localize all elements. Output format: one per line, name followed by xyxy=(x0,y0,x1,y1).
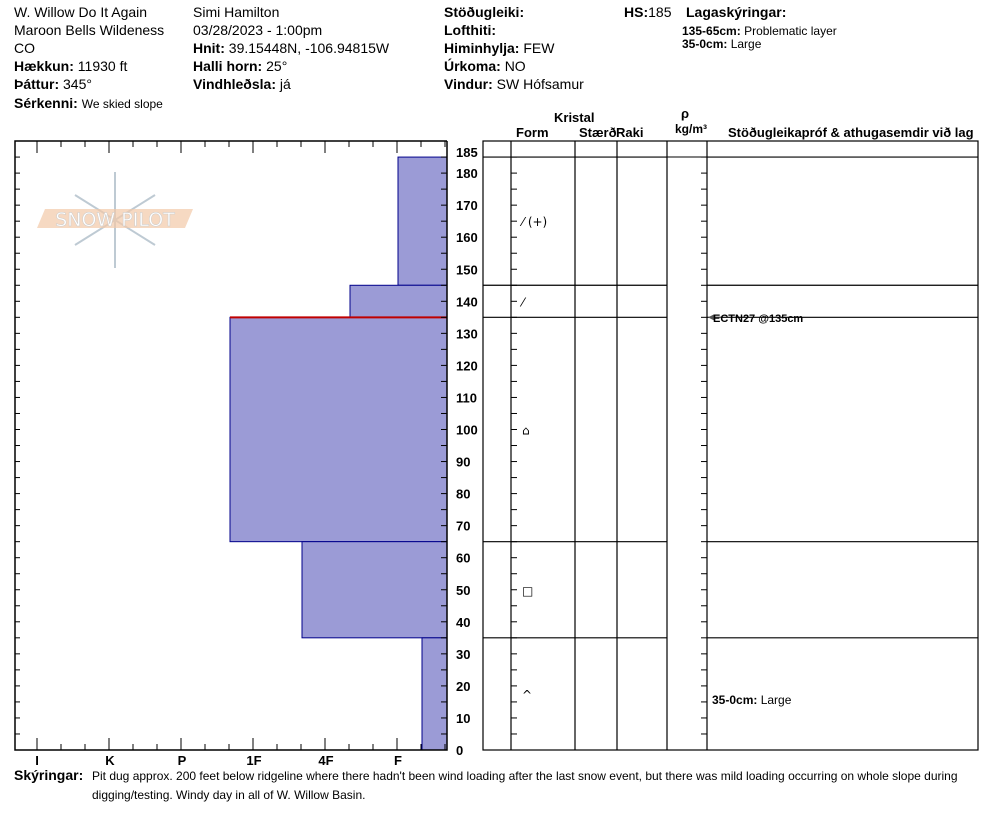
layer-table-frame xyxy=(482,140,979,751)
snow-height: HS:185 xyxy=(624,4,672,20)
form-header: Form xyxy=(516,125,549,140)
test-arrow-head xyxy=(708,314,714,321)
depth-label: 60 xyxy=(456,551,470,566)
grain-form-symbol: □ xyxy=(522,584,533,598)
stability-test: ECTN27 @135cm xyxy=(713,313,804,325)
comments-header: Stöðugleikapróf & athugasemdir við lag xyxy=(728,125,974,140)
slope-angle: Halli horn: 25° xyxy=(193,58,288,74)
coordinates: Hnit: 39.15448N, -106.94815W xyxy=(193,40,390,56)
hardness-label: F xyxy=(394,753,402,768)
depth-label: 70 xyxy=(456,519,470,534)
location: Maroon Bells Wildeness xyxy=(14,22,165,38)
hardness-label: K xyxy=(105,753,115,768)
depth-label: 140 xyxy=(456,294,478,309)
layer-note: 135-65cm: Problematic layer xyxy=(682,24,837,38)
depth-label: 180 xyxy=(456,166,478,181)
depth-label: 120 xyxy=(456,358,478,373)
depth-label: 185 xyxy=(456,145,478,160)
air-temp: Lofthiti: xyxy=(444,22,497,38)
hardness-label: 4F xyxy=(318,753,333,768)
depth-label: 80 xyxy=(456,487,470,502)
hardness-layer-bar xyxy=(349,284,448,318)
logo-banner xyxy=(37,209,193,228)
rho-header: ρ xyxy=(681,106,690,121)
grain-form-symbol: ⌂ xyxy=(522,424,530,438)
hardness-layer-bar xyxy=(421,637,448,751)
precipitation: Úrkoma: NO xyxy=(444,58,526,74)
depth-label: 170 xyxy=(456,198,478,213)
comments-text: Pit dug approx. 200 feet below ridgeline… xyxy=(92,769,958,783)
stability: Stöðugleiki: xyxy=(444,4,525,20)
depth-label: 20 xyxy=(456,679,470,694)
density-header: kg/m³ xyxy=(675,122,708,136)
crystal-header: Kristal xyxy=(554,110,595,125)
elevation: Hækkun: 11930 ft xyxy=(14,58,128,74)
hardness-label: 1F xyxy=(246,753,261,768)
depth-label: 40 xyxy=(456,615,470,630)
comments-text: digging/testing. Windy day in all of W. … xyxy=(92,788,366,802)
depth-label: 160 xyxy=(456,230,478,245)
hardness-layer-bar xyxy=(301,541,448,639)
grain-form-symbol: ^ xyxy=(522,688,532,702)
depth-label: 90 xyxy=(456,455,470,470)
depth-label: 130 xyxy=(456,326,478,341)
hardness-layer-bar xyxy=(229,316,448,543)
depth-label: 150 xyxy=(456,262,478,277)
layer-notes-title: Lagaskýringar: xyxy=(686,4,787,20)
grain-form-symbol: ⁄ xyxy=(519,295,527,309)
hardness-label: I xyxy=(35,753,39,768)
pit-name: W. Willow Do It Again xyxy=(14,4,148,20)
grain-form-symbol: ⁄ (+) xyxy=(519,215,547,229)
datetime: 03/28/2023 - 1:00pm xyxy=(193,22,323,38)
layer-comment: 35-0cm: Large xyxy=(712,693,792,707)
depth-label: 10 xyxy=(456,711,470,726)
size-header: Stærð xyxy=(579,125,617,140)
state: CO xyxy=(14,40,35,56)
aspect: Þáttur: 345° xyxy=(14,76,92,92)
hardness-label: P xyxy=(178,753,187,768)
comments-label: Skýringar: xyxy=(14,767,84,783)
depth-label: 0 xyxy=(456,743,463,758)
observer: Simi Hamilton xyxy=(193,4,280,20)
wind: Vindur: SW Hófsamur xyxy=(444,76,584,92)
moisture-header: Raki xyxy=(616,125,644,140)
sky-cover: Himinhylja: FEW xyxy=(444,40,555,56)
hardness-layer-bar xyxy=(397,156,448,286)
wind-loading: Vindhleðsla: já xyxy=(193,76,291,92)
layer-note: 35-0cm: Large xyxy=(682,37,762,51)
features: Sérkenni: We skied slope xyxy=(14,95,163,111)
logo-text: SNOW PILOT xyxy=(55,209,175,231)
depth-label: 30 xyxy=(456,647,470,662)
depth-label: 50 xyxy=(456,583,470,598)
depth-label: 110 xyxy=(456,390,477,405)
depth-label: 100 xyxy=(456,423,478,438)
